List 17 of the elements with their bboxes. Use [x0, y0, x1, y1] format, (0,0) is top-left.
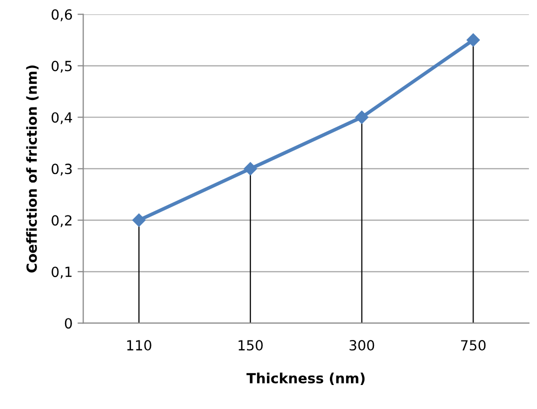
y-tick-label: 0,6: [52, 9, 72, 22]
point: [132, 214, 146, 227]
point: [244, 162, 257, 176]
point: [466, 33, 480, 47]
y-tick-label: 0,1: [52, 266, 72, 279]
x-tick-label: 150: [238, 340, 263, 351]
y-axis-title: Coeffiction of friction (nm): [26, 65, 39, 272]
x-tick-label: 110: [127, 340, 152, 351]
x-axis-title: Thickness (nm): [246, 372, 365, 386]
x-tick-label: 750: [461, 340, 486, 351]
x-tick-label: 300: [350, 340, 374, 351]
y-tick-label: 0,3: [52, 164, 72, 176]
point: [355, 110, 368, 124]
y-tick-label: 0,5: [52, 60, 72, 73]
y-tick-label: 0: [64, 318, 72, 329]
y-tick-label: 0,4: [52, 112, 72, 124]
y-tick-label: 0,2: [52, 215, 72, 228]
